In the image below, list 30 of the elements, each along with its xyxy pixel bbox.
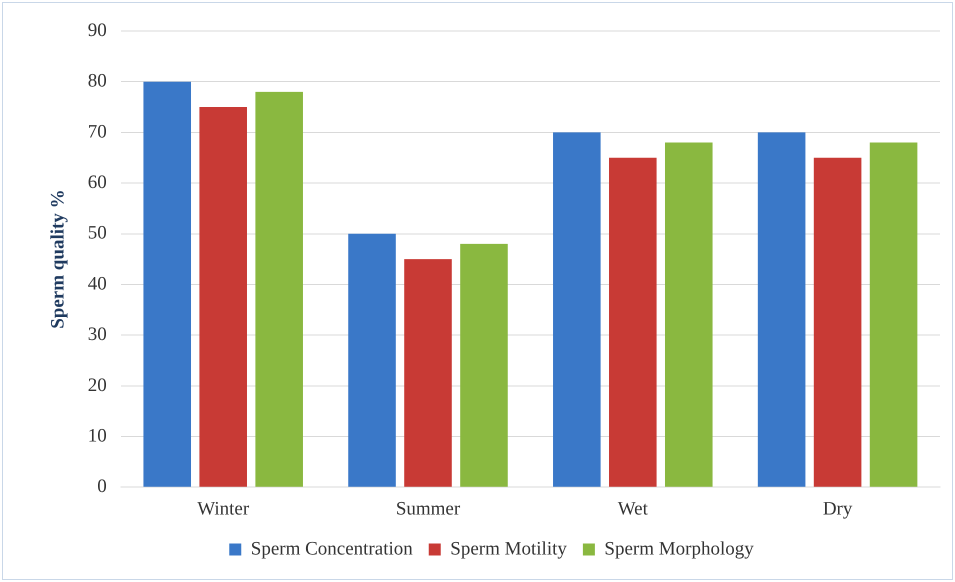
bar [143,82,192,487]
bar [199,107,247,487]
y-tick-label: 10 [88,425,107,446]
bar [609,158,657,487]
x-tick-label: Dry [822,498,853,520]
bar [460,244,508,487]
bar [348,234,396,487]
x-tick-label: Winter [197,498,250,520]
bar [664,142,713,487]
y-axis-title: Sperm quality % [47,189,68,329]
bar [255,92,303,487]
y-tick-label: 30 [88,324,107,346]
y-tick-label: 70 [88,121,107,142]
y-tick-label: 90 [88,20,107,41]
bar [553,132,601,487]
bar [404,259,452,487]
y-tick-label: 20 [88,374,107,396]
y-tick-label: 60 [88,172,107,194]
y-tick-label: 80 [88,70,107,92]
x-tick-label: Wet [618,498,649,520]
bar [870,142,918,487]
y-tick-label: 0 [97,476,107,498]
bar [814,158,862,487]
legend-label: Sperm Morphology [604,538,754,560]
legend-label: Sperm Motility [450,538,568,560]
y-tick-label: 50 [88,222,107,244]
legend-label: Sperm Concentration [250,538,414,560]
y-tick-label: 40 [88,273,107,294]
bar [758,132,806,487]
x-tick-label: Summer [396,498,461,520]
